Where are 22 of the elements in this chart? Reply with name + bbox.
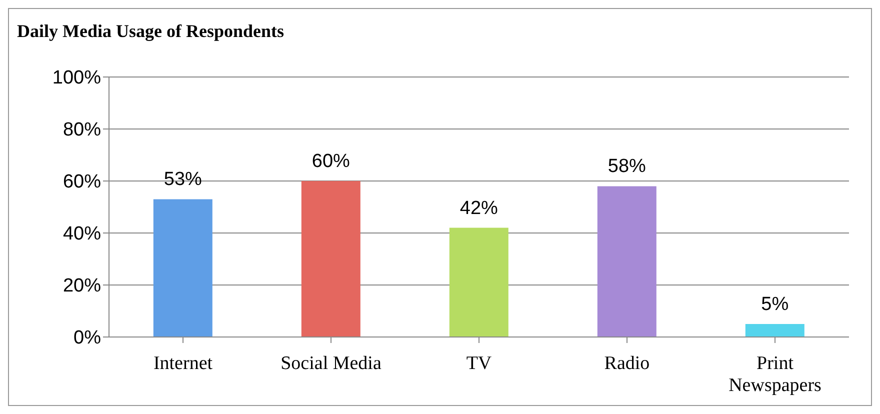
x-tick-label: Internet — [153, 353, 214, 374]
y-tick-label: 60% — [62, 172, 102, 193]
chart-title: Daily Media Usage of Respondents — [16, 20, 286, 43]
bar — [449, 228, 508, 337]
bar — [745, 324, 804, 337]
bar — [153, 199, 212, 337]
data-label: 60% — [312, 151, 350, 172]
y-tick-label: 40% — [62, 224, 102, 245]
y-tick-label: 20% — [62, 276, 102, 297]
data-label: 53% — [164, 169, 202, 190]
data-label: 58% — [608, 156, 646, 178]
data-label: 5% — [761, 294, 789, 315]
bar — [301, 181, 360, 337]
y-tick-label: 100% — [52, 68, 102, 89]
x-tick-label: Radio — [604, 353, 650, 374]
x-tick-label: Print Newspapers — [728, 353, 822, 396]
x-tick-label: Social Media — [280, 353, 382, 374]
data-label: 42% — [460, 198, 498, 219]
y-tick-label: 80% — [62, 120, 102, 141]
y-tick-label: 0% — [74, 328, 102, 349]
x-tick-label: TV — [466, 353, 492, 374]
bar — [597, 186, 656, 337]
